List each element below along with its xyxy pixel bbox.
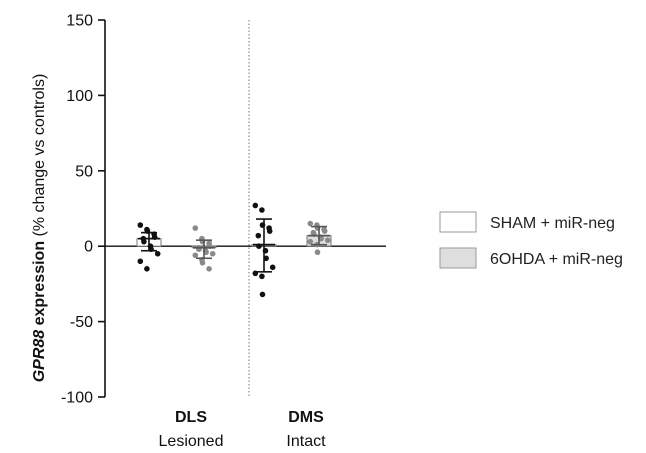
data-point — [314, 249, 321, 256]
y-axis-title-gene: GPR88 — [31, 330, 48, 383]
data-point — [137, 222, 144, 228]
legend-swatch — [439, 211, 477, 233]
y-tick-label: 0 — [84, 239, 93, 256]
y-axis-title: GPR88 expression (% change vs controls) — [31, 74, 48, 383]
x-category-sublabel: Lesioned — [159, 433, 224, 450]
legend-label: 6OHDA + miR-neg — [490, 251, 623, 268]
data-point — [307, 238, 314, 245]
x-category-sublabel: Intact — [286, 433, 326, 450]
data-point — [255, 232, 262, 239]
data-point — [266, 228, 273, 234]
data-point — [259, 207, 265, 213]
data-point — [141, 238, 147, 245]
y-tick-label: -50 — [70, 314, 93, 331]
legend-label: SHAM + miR-neg — [490, 215, 615, 232]
data-point — [192, 252, 199, 259]
y-axis-title-main: expression — [31, 241, 48, 330]
x-category-label: DLS — [175, 409, 207, 426]
data-point — [252, 202, 259, 209]
y-tick-label: 100 — [66, 88, 93, 105]
data-point — [259, 291, 266, 298]
data-point — [154, 250, 161, 257]
data-point — [324, 237, 331, 243]
data-point — [269, 264, 276, 271]
y-tick-label: 50 — [75, 163, 93, 180]
data-point — [321, 228, 328, 234]
y-axis-title-unit: (% change vs controls) — [31, 74, 48, 241]
y-tick-label: -100 — [61, 390, 93, 407]
data-point — [199, 259, 206, 266]
data-point — [259, 273, 265, 280]
x-category-label: DMS — [288, 409, 324, 426]
marks-group — [136, 202, 332, 298]
y-axis-group: 150 100 50 0 -50 -100 GPR88 expression (% chan… — [31, 13, 386, 450]
data-point — [192, 225, 199, 231]
data-point — [137, 258, 144, 265]
data-point — [206, 266, 212, 272]
y-tick-label: 150 — [66, 13, 93, 30]
data-point — [307, 220, 314, 227]
legend-swatch — [439, 247, 477, 269]
legend: SHAM + miR-neg 6OHDA + miR-neg — [439, 211, 623, 269]
data-point — [144, 266, 150, 272]
data-point — [209, 250, 216, 257]
